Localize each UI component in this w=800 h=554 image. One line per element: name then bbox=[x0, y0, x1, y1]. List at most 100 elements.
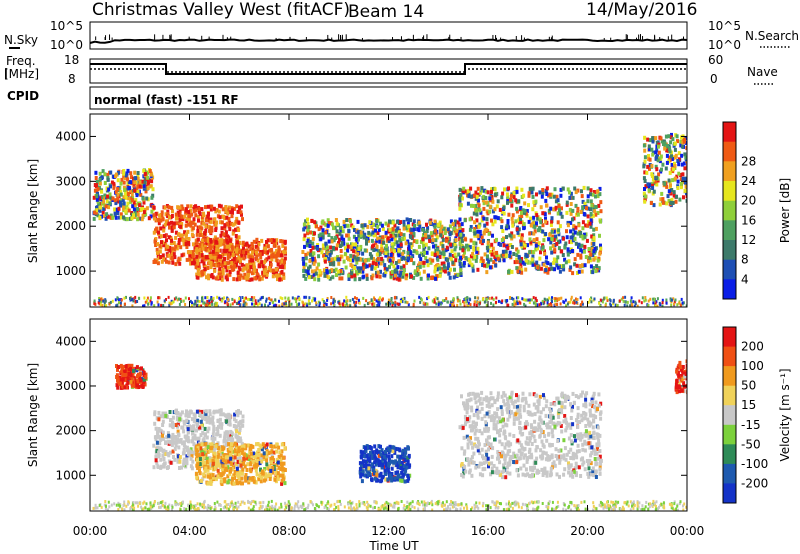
power-cell bbox=[655, 182, 659, 187]
power-cell bbox=[304, 219, 308, 224]
power-cell bbox=[574, 241, 578, 246]
power-range-tick-label: 4000 bbox=[55, 129, 86, 143]
power-ground-cell bbox=[146, 299, 148, 303]
velocity-cell bbox=[155, 435, 158, 439]
power-cell bbox=[577, 223, 581, 228]
velocity-cell bbox=[164, 411, 168, 416]
power-cell bbox=[346, 248, 350, 253]
power-cell bbox=[393, 237, 397, 242]
power-ground-cell bbox=[313, 298, 316, 302]
power-cell bbox=[549, 262, 553, 267]
power-ground-cell bbox=[500, 301, 503, 305]
velocity-cell bbox=[282, 461, 286, 466]
velocity-cell bbox=[182, 462, 186, 467]
power-ground-cell bbox=[671, 298, 673, 302]
velocity-cell bbox=[244, 473, 248, 477]
power-cell bbox=[209, 239, 213, 244]
power-cell bbox=[184, 242, 188, 246]
power-cell bbox=[554, 199, 558, 204]
velocity-cell bbox=[173, 446, 177, 451]
power-cell bbox=[206, 273, 210, 278]
power-cell bbox=[142, 210, 146, 215]
velocity-cell bbox=[161, 449, 165, 454]
power-cell bbox=[388, 264, 391, 269]
power-cell bbox=[119, 198, 123, 203]
power-cell bbox=[118, 185, 122, 190]
velocity-cell bbox=[236, 463, 240, 468]
power-cell bbox=[442, 226, 446, 231]
power-cell bbox=[674, 153, 678, 158]
power-cell bbox=[346, 233, 350, 238]
power-cell bbox=[560, 214, 564, 219]
power-ground-cell bbox=[464, 297, 467, 301]
velocity-cell bbox=[192, 442, 196, 447]
power-cell bbox=[304, 269, 308, 274]
power-cell bbox=[164, 247, 168, 252]
power-cell bbox=[349, 253, 353, 258]
power-cell bbox=[519, 242, 523, 247]
power-cell bbox=[556, 220, 560, 225]
power-cell bbox=[317, 277, 321, 282]
power-cell bbox=[555, 241, 559, 246]
power-colorbar-tick-label: 12 bbox=[741, 233, 756, 247]
power-cell bbox=[553, 187, 557, 192]
power-ground-cell bbox=[375, 299, 378, 303]
power-ground-cell bbox=[281, 297, 284, 301]
power-cell bbox=[565, 235, 569, 240]
power-cell bbox=[451, 222, 455, 227]
power-cell bbox=[246, 273, 250, 278]
power-cell bbox=[545, 255, 548, 260]
power-cell bbox=[433, 219, 437, 224]
power-ground-cell bbox=[196, 299, 199, 303]
power-cell bbox=[369, 232, 373, 237]
power-cell bbox=[527, 193, 531, 198]
power-cell bbox=[100, 189, 104, 194]
power-cell bbox=[100, 195, 104, 199]
velocity-cell bbox=[155, 416, 159, 421]
power-cell bbox=[202, 213, 206, 218]
power-cell bbox=[237, 220, 241, 225]
power-ground-cell bbox=[616, 303, 619, 307]
power-ground-cell bbox=[227, 298, 230, 301]
power-cell bbox=[165, 219, 168, 224]
power-cell bbox=[303, 225, 307, 230]
power-ground-cell bbox=[129, 296, 132, 300]
power-cell bbox=[186, 229, 190, 234]
power-cell bbox=[680, 153, 684, 158]
power-cell bbox=[458, 241, 462, 246]
power-cell bbox=[348, 258, 352, 263]
velocity-cell bbox=[205, 435, 209, 440]
power-cell bbox=[271, 274, 275, 279]
power-cell bbox=[265, 240, 268, 244]
power-ground-cell bbox=[365, 299, 368, 303]
power-cell bbox=[406, 239, 410, 244]
power-ground-cell bbox=[562, 300, 565, 304]
power-cell bbox=[418, 271, 421, 276]
velocity-cell bbox=[152, 443, 156, 448]
power-ground-cell bbox=[170, 301, 173, 305]
power-ground-cell bbox=[250, 296, 253, 300]
velocity-cell bbox=[222, 467, 226, 472]
power-cell bbox=[581, 206, 585, 211]
power-cell bbox=[505, 192, 509, 197]
power-cell bbox=[518, 214, 522, 219]
power-cell bbox=[458, 246, 462, 251]
power-cell bbox=[587, 259, 590, 264]
power-ground-cell bbox=[345, 300, 348, 304]
power-cell bbox=[220, 264, 224, 269]
power-cell bbox=[274, 267, 278, 272]
power-cell bbox=[643, 159, 647, 164]
power-cell bbox=[491, 246, 495, 251]
power-ground-cell bbox=[513, 299, 516, 303]
velocity-cell bbox=[207, 426, 211, 431]
velocity-cell bbox=[139, 378, 143, 383]
power-ground-cell bbox=[652, 301, 655, 305]
nsky-noise-spikes bbox=[95, 34, 685, 40]
power-cell bbox=[237, 255, 241, 260]
power-cell bbox=[379, 269, 382, 274]
power-cell bbox=[219, 242, 223, 247]
power-cell bbox=[644, 194, 648, 199]
power-cell bbox=[493, 192, 497, 197]
power-cell bbox=[471, 268, 475, 273]
power-ground-cell bbox=[676, 303, 679, 307]
